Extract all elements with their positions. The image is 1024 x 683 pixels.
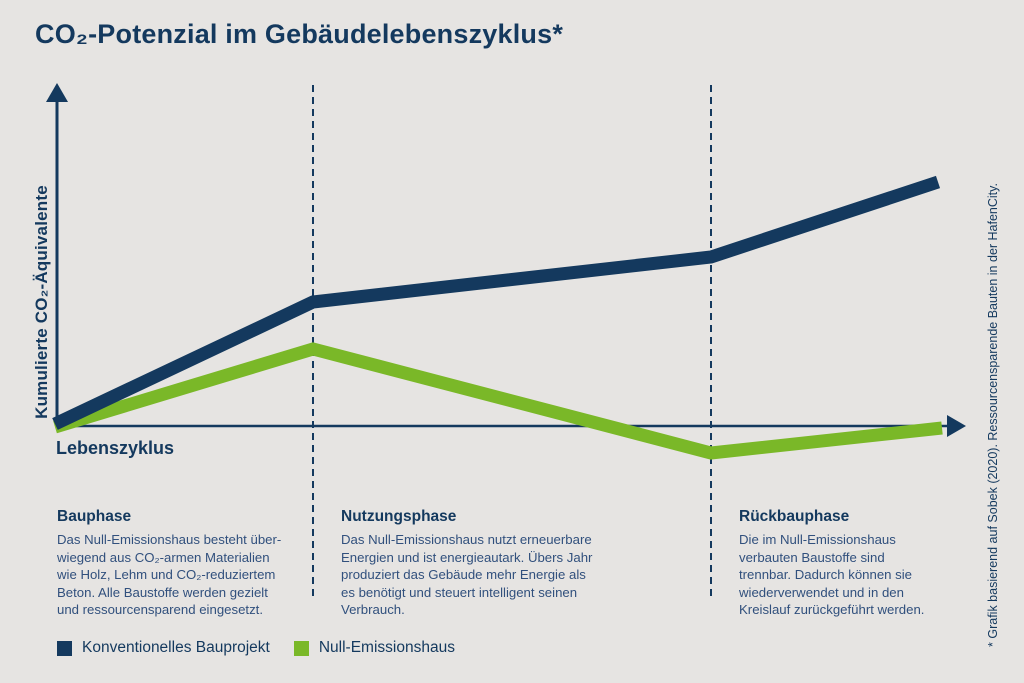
legend-item-null-emissionshaus: Null-Emissionshaus xyxy=(293,639,455,657)
series-line-konventionelles-bauprojekt xyxy=(52,175,941,430)
series-line-null-emissionshaus xyxy=(53,342,943,460)
legend: Konventionelles Bauprojekt Null-Emission… xyxy=(57,639,455,657)
phase-block-nutzungsphase: Nutzungsphase Das Null-Emissionshaus nut… xyxy=(341,508,613,619)
source-footnote: * Grafik basierend auf Sobek (2020). Res… xyxy=(986,183,1000,647)
phase-body: Das Null-Emissionshaus besteht über- wie… xyxy=(57,532,282,617)
phase-body: Die im Null-Emissionshaus verbauten Baus… xyxy=(739,532,925,617)
phase-title: Nutzungsphase xyxy=(341,508,457,525)
x-axis-label: Lebenszyklus xyxy=(56,438,175,458)
legend-swatch-navy-icon xyxy=(57,640,72,656)
y-axis-arrow-icon xyxy=(46,83,68,102)
phase-body: Das Null-Emissionshaus nutzt erneuerbare… xyxy=(341,532,593,617)
phase-block-bauphase: Bauphase Das Null-Emissionshaus besteht … xyxy=(57,508,325,619)
legend-item-konventionelles-bauprojekt: Konventionelles Bauprojekt xyxy=(57,639,270,657)
phase-title: Rückbauphase xyxy=(739,508,850,525)
legend-label: Null-Emissionshaus xyxy=(318,639,455,656)
phase-block-rueckbauphase: Rückbauphase Die im Null-Emissionshaus v… xyxy=(739,508,979,619)
legend-swatch-green-icon xyxy=(293,640,309,656)
legend-label: Konventionelles Bauprojekt xyxy=(82,639,270,656)
phase-title: Bauphase xyxy=(57,508,132,525)
x-axis-arrow-icon xyxy=(947,415,966,437)
page-title: CO₂-Potenzial im Gebäudelebenszyklus* xyxy=(35,19,564,49)
y-axis-label: Kumulierte CO₂-Äquivalente xyxy=(32,185,51,419)
